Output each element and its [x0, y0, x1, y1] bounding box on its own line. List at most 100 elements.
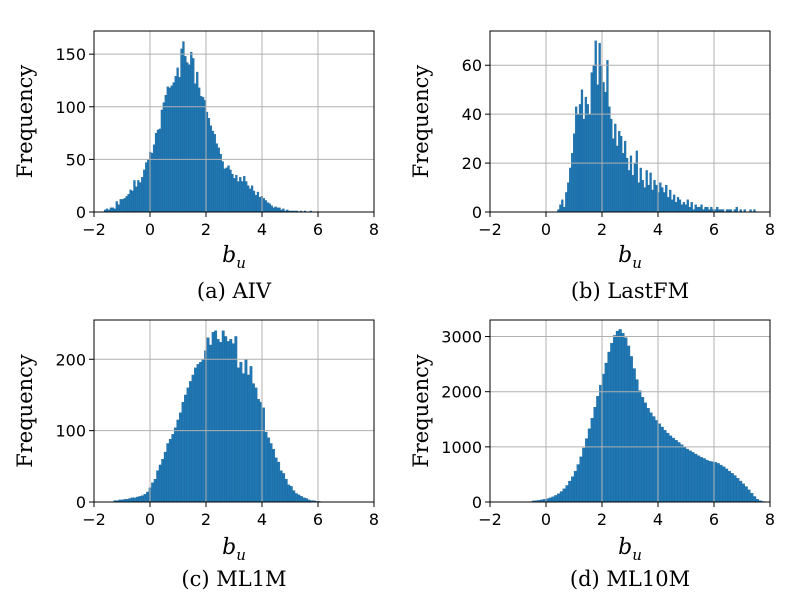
histogram-bar	[231, 173, 234, 213]
histogram-bar	[559, 491, 563, 503]
histogram-bar	[125, 196, 128, 213]
histogram-bar	[129, 189, 132, 213]
histogram-bar	[166, 86, 169, 213]
histogram-bar	[164, 95, 167, 213]
histogram-bar	[655, 184, 658, 213]
histogram-bar	[733, 475, 737, 503]
histogram-bar	[245, 181, 248, 213]
histogram-bar	[607, 351, 611, 503]
histogram-bar	[582, 447, 586, 503]
histogram-bar	[297, 494, 301, 503]
histogram-bar	[213, 133, 216, 213]
histogram-bar	[641, 180, 644, 213]
histogram-bar	[576, 464, 580, 503]
histogram-bar	[632, 368, 636, 503]
histogram-bar	[278, 207, 281, 213]
histogram-bar	[635, 379, 639, 503]
histogram-bar	[592, 65, 595, 213]
histogram-bar	[166, 443, 170, 503]
histogram-bar	[688, 206, 691, 213]
histogram-bar	[173, 427, 177, 503]
x-tick-label: 2	[597, 510, 607, 529]
x-tick-label: 4	[653, 220, 663, 239]
histogram-bar	[744, 486, 748, 503]
histogram-bar	[567, 182, 570, 213]
histogram-bar	[214, 330, 218, 503]
histogram-bar	[610, 343, 614, 503]
histogram-bar	[672, 194, 676, 213]
histogram-bar	[199, 96, 203, 213]
histogram-bar	[613, 335, 617, 503]
histogram-bar	[610, 118, 613, 213]
histogram-bar	[697, 455, 701, 503]
histogram-bar	[135, 186, 138, 213]
histogram-bar	[131, 497, 134, 503]
x-tick-label: −2	[82, 510, 106, 529]
histogram-bar	[747, 489, 751, 503]
histogram-bar	[224, 336, 228, 503]
histogram-bar	[633, 162, 637, 213]
histogram-bar	[121, 199, 124, 213]
histogram-bar	[554, 495, 558, 503]
x-tick-label: 6	[313, 220, 323, 239]
histogram-bar	[704, 206, 707, 213]
histogram-bar	[629, 155, 633, 213]
histogram-bar	[573, 470, 577, 503]
histogram-bar	[700, 204, 703, 213]
histogram-bar	[239, 361, 243, 503]
histogram-bar	[172, 82, 175, 213]
histogram-bar	[168, 439, 172, 503]
y-tick-label: 0	[472, 493, 482, 512]
x-tick-label: 4	[257, 510, 267, 529]
histogram-bar	[669, 435, 673, 503]
histogram-bar	[268, 203, 271, 213]
histogram-bar	[627, 170, 631, 213]
y-tick-label: 100	[55, 422, 86, 441]
histogram-bar	[252, 383, 255, 503]
histogram-bar	[274, 457, 278, 503]
histogram-bar	[669, 189, 672, 213]
histogram-bar	[739, 480, 743, 503]
histogram-bar	[267, 437, 270, 503]
histogram-bar	[211, 331, 215, 503]
histogram-bar	[604, 92, 607, 213]
histogram-bar	[174, 76, 177, 213]
histogram-bar	[548, 497, 552, 503]
histogram-bar	[694, 204, 697, 213]
histogram-bar	[266, 202, 269, 213]
x-tick-label: 2	[597, 220, 607, 239]
y-tick-label: 60	[462, 56, 482, 75]
x-axis-label: bu	[222, 243, 246, 272]
histogram-bar	[136, 496, 139, 503]
histogram-bar	[578, 104, 582, 213]
histogram-bar	[682, 202, 686, 213]
histogram-bar	[683, 446, 687, 503]
histogram-bar	[598, 43, 601, 213]
y-tick-label: 40	[462, 105, 482, 124]
x-tick-label: 0	[145, 220, 155, 239]
y-tick-label: 3000	[441, 328, 482, 347]
x-axis-label-sub: u	[632, 254, 642, 272]
axes-frame	[489, 30, 771, 213]
histogram-bar	[229, 169, 232, 213]
histogram-bar	[614, 123, 617, 213]
histogram-bar	[216, 339, 220, 503]
histogram-bar	[735, 206, 738, 213]
histogram-bar	[622, 153, 625, 213]
histogram-bar	[299, 496, 303, 503]
histogram-bar	[211, 130, 214, 213]
histogram-bar	[137, 180, 140, 213]
histogram-bar	[186, 387, 190, 503]
histogram-bar	[620, 136, 623, 213]
x-axis-label: bu	[222, 535, 246, 564]
histogram-bar	[569, 167, 572, 213]
histogram-bar	[186, 62, 189, 213]
histogram-bar	[188, 64, 191, 213]
histogram-bar	[663, 430, 667, 503]
histogram-bar	[696, 206, 699, 213]
histogram-bar	[676, 197, 680, 213]
histogram-bar	[181, 401, 185, 503]
histogram-bar	[691, 452, 695, 503]
histogram-bar	[163, 451, 167, 503]
